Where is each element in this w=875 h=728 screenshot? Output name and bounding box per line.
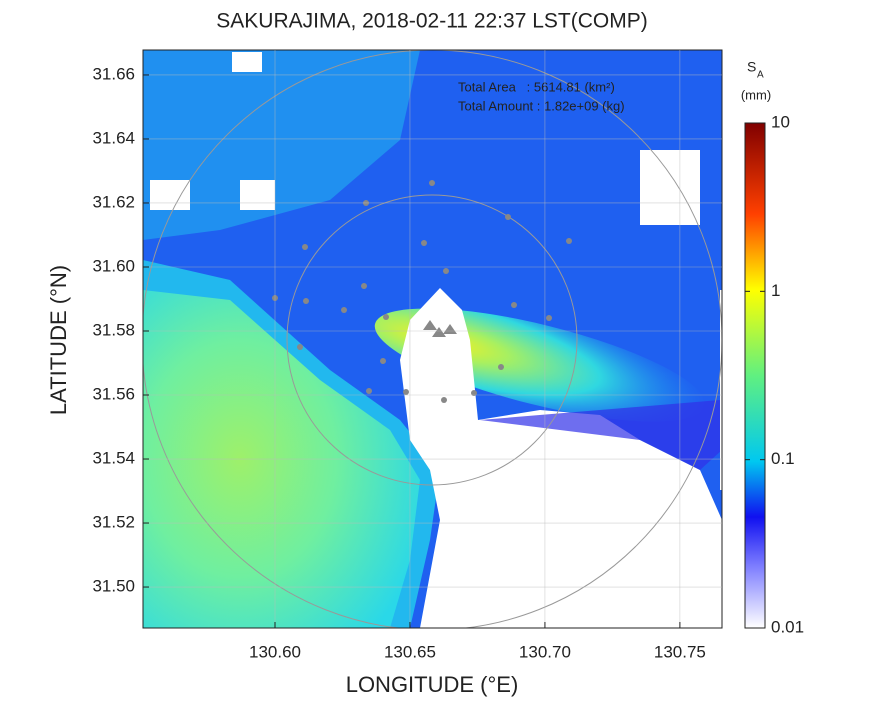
y-tick-label: 31.54 xyxy=(92,449,135,468)
x-tick-label: 130.75 xyxy=(654,642,706,661)
colorbar-unit: (mm) xyxy=(741,87,771,102)
colorbar-tick-label: 0.01 xyxy=(771,617,804,636)
x-axis-label: LONGITUDE (°E) xyxy=(346,672,519,697)
y-axis-label: LATITUDE (°N) xyxy=(46,265,71,415)
y-tick-label: 31.64 xyxy=(92,128,135,147)
radar-field xyxy=(143,50,722,628)
x-tick-label: 130.65 xyxy=(384,642,436,661)
y-tick-label: 31.62 xyxy=(92,192,135,211)
x-tick-label: 130.70 xyxy=(519,642,571,661)
colorbar-symbol: S xyxy=(747,59,756,75)
y-tick-label: 31.60 xyxy=(92,256,135,275)
colorbar-tick-label: 0.1 xyxy=(771,449,795,468)
y-tick-label: 31.52 xyxy=(92,513,135,532)
colorbar xyxy=(744,122,766,629)
annotation: Total Area : 5614.81 (km²) xyxy=(458,79,615,94)
y-tick-label: 31.56 xyxy=(92,384,135,403)
colorbar-subscript: A xyxy=(757,70,764,81)
colorbar-tick-label: 10 xyxy=(771,112,790,131)
y-tick-label: 31.50 xyxy=(92,577,135,596)
x-tick-label: 130.60 xyxy=(249,642,301,661)
colorbar-tick-label: 1 xyxy=(771,281,780,300)
annotation: Total Amount : 1.82e+09 (kg) xyxy=(458,98,625,113)
y-tick-label: 31.58 xyxy=(92,320,135,339)
chart-title: SAKURAJIMA, 2018-02-11 22:37 LST(COMP) xyxy=(216,10,647,33)
plot-frame xyxy=(142,49,723,629)
y-tick-label: 31.66 xyxy=(92,64,135,83)
